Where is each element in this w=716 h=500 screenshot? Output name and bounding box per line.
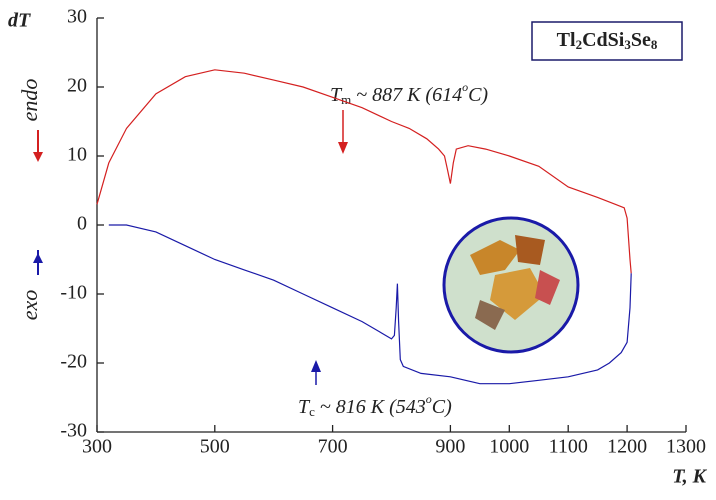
formula-part: CdSi: [582, 29, 625, 51]
x-tick-label: 700: [318, 436, 348, 458]
x-tick-label: 1300: [666, 436, 706, 458]
formula-box: [531, 21, 683, 61]
x-tick-label: 900: [435, 436, 465, 458]
y-axis-label: dT: [8, 10, 31, 32]
x-tick-label: 500: [200, 436, 230, 458]
data-line: [108, 224, 632, 385]
formula-part: 3: [624, 37, 631, 52]
annotation-text: ~ 887 K (614: [356, 84, 462, 106]
formula-part: Se: [631, 29, 651, 51]
annotation-end: C): [468, 84, 488, 106]
formula-part: 8: [651, 37, 658, 52]
y-tick-label: 30: [67, 6, 87, 28]
melting-arrow-head: [338, 142, 348, 154]
y-tick-label: -20: [60, 351, 87, 373]
x-tick-label: 1200: [607, 436, 647, 458]
annotation-superscript: o: [426, 392, 432, 406]
exo-label: exo: [17, 290, 42, 321]
formula: Tl2CdSi3Se8: [557, 29, 658, 52]
crystal-photo: [442, 216, 580, 354]
melting-annotation: Tm ~ 887 K (614oC): [330, 80, 488, 107]
endo-arrow-head: [33, 152, 43, 162]
annotation-subscript: m: [341, 92, 351, 107]
annotation-text: ~ 816 K (543: [320, 396, 426, 418]
data-line: [96, 69, 632, 274]
x-tick-label: 300: [82, 436, 112, 458]
annotation-symbol: T: [298, 396, 311, 418]
formula-part: 2: [576, 37, 583, 52]
exo-arrow-head: [33, 253, 43, 263]
annotation-end: C): [432, 396, 452, 418]
x-tick-label: 1000: [489, 436, 529, 458]
formula-part: Tl: [557, 29, 576, 51]
y-tick-label: 20: [67, 75, 87, 97]
crystallization-arrow-head: [311, 360, 321, 372]
y-tick-label: -30: [60, 420, 87, 442]
x-axis-label: T, K: [672, 466, 707, 488]
x-tick-label: 1100: [549, 436, 588, 458]
y-tick-label: -10: [60, 282, 87, 304]
y-tick-label: 0: [77, 213, 87, 235]
crystallization-annotation: Tc ~ 816 K (543oC): [298, 392, 452, 419]
y-tick-label: 10: [67, 144, 87, 166]
annotation-subscript: c: [309, 404, 315, 419]
annotation-superscript: o: [462, 80, 468, 94]
endo-label: endo: [17, 79, 42, 122]
